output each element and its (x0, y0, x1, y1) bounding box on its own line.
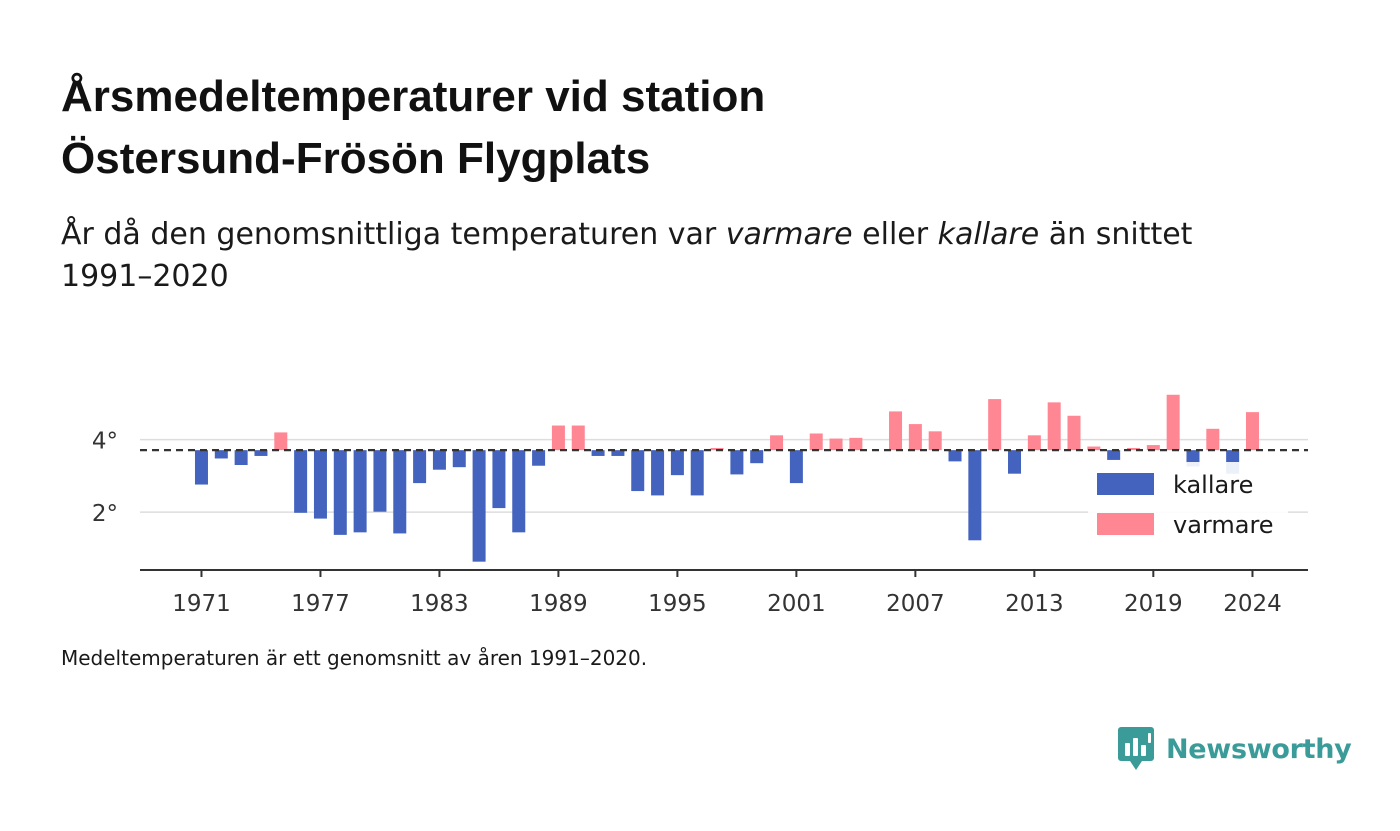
bar-colder (194, 450, 208, 485)
bar-warmer (829, 438, 843, 451)
brand-name: Newsworthy (1166, 733, 1352, 765)
bar-warmer (551, 425, 565, 451)
bar-warmer (988, 399, 1002, 451)
bar-warmer (889, 411, 903, 451)
subtitle-part-2: eller (852, 217, 938, 252)
bar-colder (730, 450, 744, 475)
chart-subtitle: År då den genomsnittliga temperaturen va… (61, 214, 1261, 298)
bar-warmer (928, 431, 942, 451)
bar-colder (789, 450, 803, 484)
legend-label-kallare: kallare (1173, 471, 1253, 499)
footnote: Medeltemperaturen är ett genomsnitt av å… (61, 646, 648, 670)
x-tick-label: 2013 (1005, 591, 1064, 617)
bar-warmer (1067, 415, 1081, 451)
newsworthy-logo-icon (1118, 727, 1154, 770)
subtitle-cold-word: kallare (937, 217, 1040, 252)
bar-colder (492, 450, 506, 509)
bar-colder (611, 450, 625, 456)
legend-swatch-kallare (1097, 473, 1154, 495)
x-tick-label: 2007 (886, 591, 945, 617)
x-tick-label: 2001 (767, 591, 826, 617)
bar-colder (353, 450, 367, 533)
bar-warmer (1206, 428, 1220, 451)
bar-colder (254, 450, 268, 456)
bar-colder (512, 450, 526, 533)
x-tick-label: 2024 (1223, 591, 1282, 617)
subtitle-part-1: År då den genomsnittliga temperaturen va… (61, 217, 726, 252)
title-line-2: Östersund-Frösön Flygplats (61, 134, 651, 183)
bar-colder (968, 450, 982, 541)
bar-warmer (1087, 446, 1101, 451)
bar-warmer (1166, 394, 1180, 451)
x-tick-label: 1995 (648, 591, 707, 617)
y-tick-label: 4° (92, 429, 118, 455)
bar-warmer (1245, 412, 1259, 451)
bar-warmer (908, 424, 922, 451)
bar-colder (532, 450, 546, 466)
bar-colder (452, 450, 466, 468)
bar-colder (393, 450, 407, 534)
title-line-1: Årsmedeltemperaturer vid station (61, 72, 766, 121)
bar-colder (294, 450, 308, 513)
bar-warmer (274, 432, 288, 451)
x-tick-label: 1989 (529, 591, 588, 617)
bar-colder (591, 450, 605, 456)
x-tick-label: 1977 (291, 591, 350, 617)
bar-warmer (770, 435, 784, 451)
bar-colder (313, 450, 327, 519)
bar-colder (432, 450, 446, 470)
bar-colder (472, 450, 486, 562)
bar-colder (651, 450, 665, 496)
subtitle-part-3: än snittet 1991–2020 (61, 217, 1193, 294)
bar-colder (1107, 450, 1121, 460)
bar-warmer (1146, 445, 1160, 451)
bar-warmer (1126, 447, 1140, 451)
x-tick-label: 1983 (410, 591, 469, 617)
bar-colder (750, 450, 764, 464)
bar-warmer (1047, 402, 1061, 451)
bar-colder (214, 450, 228, 459)
x-tick-label: 2019 (1124, 591, 1183, 617)
bar-colder (948, 450, 962, 462)
bar-warmer (809, 433, 823, 451)
bar-colder (234, 450, 248, 465)
bar-colder (670, 450, 684, 476)
bar-warmer (1027, 435, 1041, 451)
bar-warmer (571, 425, 585, 451)
bar-colder (373, 450, 387, 512)
bar-warmer (849, 437, 863, 451)
subtitle-warm-word: varmare (725, 217, 853, 252)
bar-colder (333, 450, 347, 535)
legend-swatch-varmare (1097, 513, 1154, 535)
bar-colder (690, 450, 704, 496)
newsworthy-brand[interactable]: Newsworthy (1118, 726, 1352, 772)
bar-colder (1008, 450, 1022, 474)
bar-colder (631, 450, 645, 492)
bar-colder (413, 450, 427, 484)
chart-title: Årsmedeltemperaturer vid station Östersu… (61, 66, 1061, 190)
y-tick-label: 2° (92, 501, 118, 527)
legend-label-varmare: varmare (1173, 511, 1274, 539)
x-tick-label: 1971 (172, 591, 231, 617)
